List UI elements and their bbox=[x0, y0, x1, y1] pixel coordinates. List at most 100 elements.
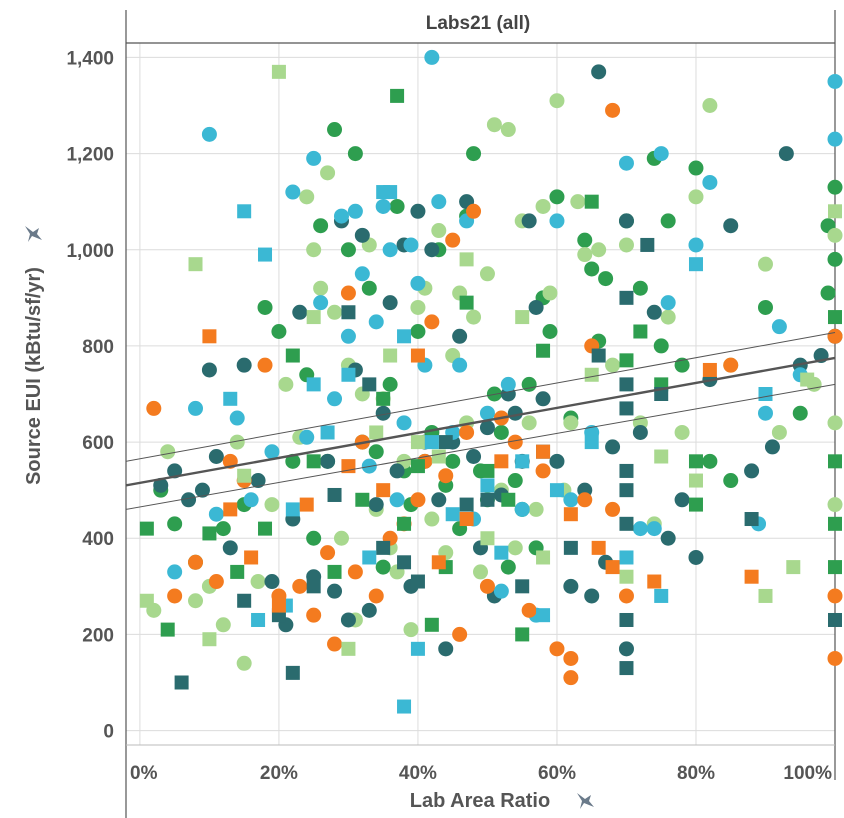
data-point-square[interactable] bbox=[786, 560, 801, 575]
data-point-circle[interactable] bbox=[299, 429, 315, 445]
data-point-square[interactable] bbox=[619, 516, 634, 531]
data-point-circle[interactable] bbox=[320, 165, 336, 181]
data-point-square[interactable] bbox=[536, 608, 551, 623]
data-point-circle[interactable] bbox=[208, 449, 224, 465]
data-point-square[interactable] bbox=[536, 550, 551, 565]
data-point-square[interactable] bbox=[139, 521, 154, 536]
data-point-square[interactable] bbox=[758, 588, 773, 603]
data-point-circle[interactable] bbox=[327, 304, 343, 320]
data-point-circle[interactable] bbox=[507, 434, 523, 450]
data-point-square[interactable] bbox=[202, 329, 217, 344]
data-point-circle[interactable] bbox=[605, 102, 621, 118]
data-point-square[interactable] bbox=[306, 310, 321, 325]
data-point-square[interactable] bbox=[536, 444, 551, 459]
data-point-square[interactable] bbox=[410, 459, 425, 474]
data-point-square[interactable] bbox=[515, 454, 530, 469]
data-point-circle[interactable] bbox=[744, 463, 760, 479]
data-point-circle[interactable] bbox=[507, 540, 523, 556]
data-point-circle[interactable] bbox=[605, 357, 621, 373]
data-point-circle[interactable] bbox=[549, 93, 565, 109]
data-point-circle[interactable] bbox=[410, 323, 426, 339]
data-point-circle[interactable] bbox=[410, 492, 426, 508]
data-point-square[interactable] bbox=[828, 560, 842, 575]
data-point-circle[interactable] bbox=[605, 439, 621, 455]
data-point-square[interactable] bbox=[341, 641, 356, 656]
data-point-square[interactable] bbox=[327, 487, 342, 502]
data-point-circle[interactable] bbox=[396, 415, 412, 431]
data-point-circle[interactable] bbox=[535, 391, 551, 407]
data-point-square[interactable] bbox=[376, 540, 391, 555]
data-point-square[interactable] bbox=[688, 473, 703, 488]
data-point-circle[interactable] bbox=[577, 247, 593, 263]
data-point-circle[interactable] bbox=[757, 256, 773, 272]
data-point-circle[interactable] bbox=[167, 463, 183, 479]
data-point-circle[interactable] bbox=[646, 521, 662, 537]
data-point-circle[interactable] bbox=[243, 492, 259, 508]
data-point-square[interactable] bbox=[237, 593, 252, 608]
data-point-square[interactable] bbox=[369, 425, 384, 440]
data-point-square[interactable] bbox=[383, 185, 398, 200]
data-point-circle[interactable] bbox=[410, 203, 426, 219]
data-point-circle[interactable] bbox=[827, 415, 843, 431]
data-point-square[interactable] bbox=[459, 497, 474, 512]
data-point-circle[interactable] bbox=[340, 612, 356, 628]
data-point-circle[interactable] bbox=[584, 261, 600, 277]
data-point-circle[interactable] bbox=[688, 189, 704, 205]
data-point-square[interactable] bbox=[306, 377, 321, 392]
data-point-circle[interactable] bbox=[521, 376, 537, 392]
data-point-circle[interactable] bbox=[771, 319, 787, 335]
data-point-circle[interactable] bbox=[368, 444, 384, 460]
data-point-square[interactable] bbox=[828, 454, 842, 469]
data-point-square[interactable] bbox=[744, 512, 759, 527]
data-point-square[interactable] bbox=[410, 435, 425, 450]
data-point-square[interactable] bbox=[397, 555, 412, 570]
data-point-circle[interactable] bbox=[327, 583, 343, 599]
data-point-square[interactable] bbox=[174, 675, 189, 690]
data-point-square[interactable] bbox=[306, 579, 321, 594]
data-point-circle[interactable] bbox=[549, 189, 565, 205]
data-point-circle[interactable] bbox=[792, 405, 808, 421]
data-point-circle[interactable] bbox=[313, 218, 329, 234]
data-point-circle[interactable] bbox=[535, 198, 551, 214]
data-point-circle[interactable] bbox=[167, 564, 183, 580]
data-point-circle[interactable] bbox=[389, 492, 405, 508]
data-point-circle[interactable] bbox=[215, 521, 231, 537]
data-point-square[interactable] bbox=[459, 512, 474, 527]
data-point-circle[interactable] bbox=[827, 497, 843, 513]
data-point-square[interactable] bbox=[688, 257, 703, 272]
data-point-circle[interactable] bbox=[167, 588, 183, 604]
data-point-circle[interactable] bbox=[723, 218, 739, 234]
data-point-circle[interactable] bbox=[563, 670, 579, 686]
data-point-square[interactable] bbox=[501, 492, 516, 507]
data-point-square[interactable] bbox=[390, 88, 405, 103]
data-point-circle[interactable] bbox=[320, 453, 336, 469]
data-point-circle[interactable] bbox=[827, 251, 843, 267]
data-point-circle[interactable] bbox=[167, 516, 183, 532]
data-point-circle[interactable] bbox=[306, 530, 322, 546]
data-point-circle[interactable] bbox=[264, 574, 280, 590]
data-point-circle[interactable] bbox=[382, 376, 398, 392]
data-point-square[interactable] bbox=[397, 329, 412, 344]
data-point-circle[interactable] bbox=[591, 242, 607, 258]
data-point-circle[interactable] bbox=[757, 405, 773, 421]
data-point-circle[interactable] bbox=[563, 415, 579, 431]
data-point-circle[interactable] bbox=[264, 444, 280, 460]
data-point-circle[interactable] bbox=[188, 554, 204, 570]
data-point-square[interactable] bbox=[285, 502, 300, 517]
data-point-square[interactable] bbox=[410, 348, 425, 363]
data-point-circle[interactable] bbox=[431, 492, 447, 508]
data-point-square[interactable] bbox=[688, 454, 703, 469]
data-point-circle[interactable] bbox=[340, 285, 356, 301]
data-point-square[interactable] bbox=[619, 483, 634, 498]
data-point-circle[interactable] bbox=[827, 179, 843, 195]
data-point-circle[interactable] bbox=[598, 271, 614, 287]
data-point-circle[interactable] bbox=[327, 636, 343, 652]
data-point-circle[interactable] bbox=[479, 420, 495, 436]
data-point-square[interactable] bbox=[376, 391, 391, 406]
data-point-square[interactable] bbox=[702, 362, 717, 377]
data-point-circle[interactable] bbox=[271, 323, 287, 339]
data-point-circle[interactable] bbox=[375, 405, 391, 421]
data-point-circle[interactable] bbox=[632, 280, 648, 296]
data-point-circle[interactable] bbox=[194, 482, 210, 498]
data-point-circle[interactable] bbox=[285, 184, 301, 200]
